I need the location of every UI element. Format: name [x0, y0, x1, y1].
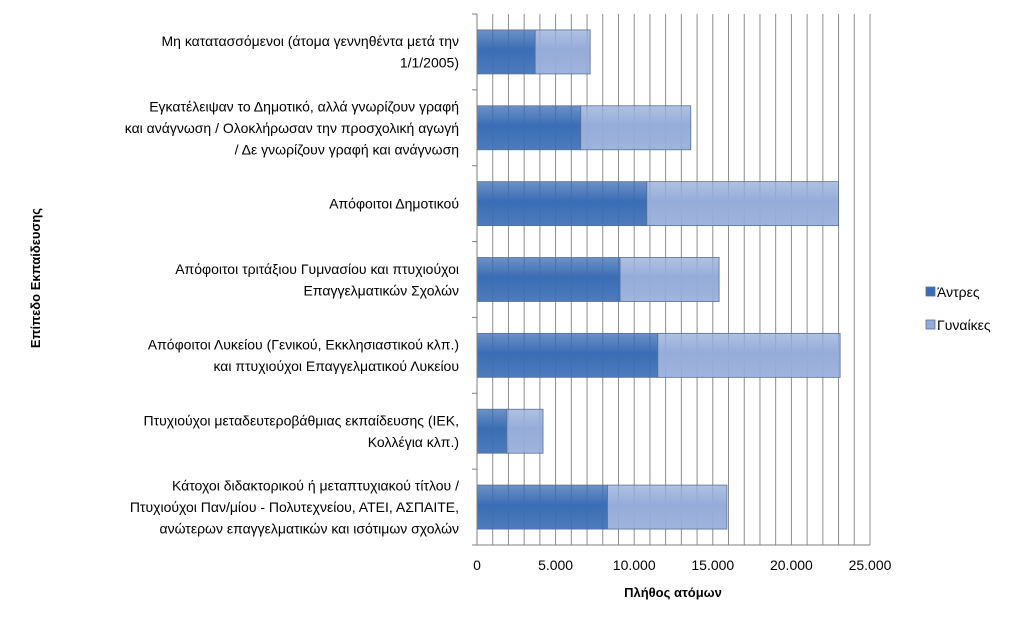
bars — [476, 29, 841, 530]
x-tick-label: 10.000 — [613, 557, 656, 573]
bar-women-3 — [619, 257, 720, 302]
bar-men-1 — [476, 105, 582, 151]
legend-swatch — [925, 319, 936, 330]
legend-label: Γυναίκες — [937, 317, 991, 333]
bar-men-4 — [476, 332, 659, 378]
x-tick-label: 25.000 — [849, 557, 892, 573]
bar-women-5 — [506, 408, 544, 454]
bar-men-6 — [476, 484, 608, 530]
x-tick-label: 20.000 — [770, 557, 813, 573]
category-label: Μη κατατασσόμενοι (άτομα γεννηθέντα μετά… — [161, 33, 459, 71]
category-label: Απόφοιτοι Δημοτικού — [329, 196, 459, 212]
x-tick-label: 5.000 — [538, 557, 573, 573]
axes — [472, 13, 870, 546]
category-label: Απόφοιτοι τριτάξιου Γυμνασίου και πτυχιο… — [175, 261, 459, 299]
category-label: Απόφοιτοι Λυκείου (Γενικού, Εκκλησιαστικ… — [148, 337, 459, 375]
x-tick-labels: 0 5.000 10.000 15.000 20.000 25.000 — [473, 557, 892, 573]
x-tick-label: 15.000 — [691, 557, 734, 573]
bar-women-0 — [534, 29, 591, 75]
bar-women-2 — [646, 181, 839, 227]
bar-men-3 — [476, 257, 621, 302]
legend: Άντρες Γυναίκες — [925, 284, 991, 333]
bar-men-2 — [476, 181, 648, 227]
category-labels: Μη κατατασσόμενοι (άτομα γεννηθέντα μετά… — [125, 33, 459, 536]
bar-women-1 — [580, 105, 692, 151]
y-axis-title: Επίπεδο Εκπαίδευσης — [28, 208, 43, 348]
legend-label: Άντρες — [937, 284, 980, 300]
bar-men-5 — [476, 408, 508, 454]
x-axis-title: Πλήθος ατόμων — [624, 585, 722, 600]
category-label: Πτυχιούχοι μεταδευτεροβάθμιας εκπαίδευση… — [143, 412, 459, 450]
category-label: Εγκατέλειψαν το Δημοτικό, αλλά γνωρίζουν… — [125, 98, 459, 157]
category-label: Κάτοχοι διδακτορικού ή μεταπτυχιακού τίτ… — [130, 478, 459, 537]
legend-swatch — [925, 286, 936, 297]
bar-men-0 — [476, 29, 536, 75]
bar-women-4 — [657, 332, 841, 378]
bar-women-6 — [607, 484, 728, 530]
x-tick-label: 0 — [473, 557, 481, 573]
